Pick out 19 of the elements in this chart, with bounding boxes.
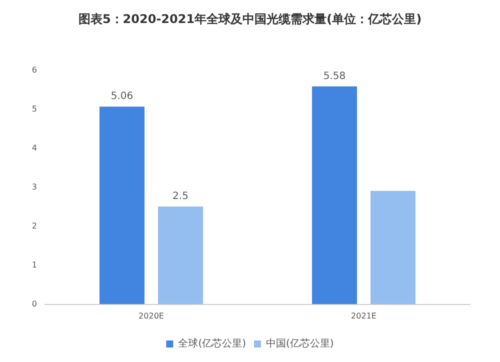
x-tick-label: 2021E: [351, 312, 376, 320]
x-tick-label: 2020E: [138, 312, 164, 320]
data-label: 5.58: [323, 70, 346, 82]
bar: [312, 86, 357, 304]
y-tick-label: 3: [32, 182, 37, 192]
y-tick-label: 1: [32, 260, 37, 270]
y-tick-label: 0: [32, 300, 37, 308]
bar: [158, 206, 203, 304]
y-tick-label: 5: [32, 104, 37, 114]
legend-label: 全球(亿芯公里): [178, 338, 246, 350]
y-tick-label: 6: [32, 66, 37, 74]
data-label: 2.5: [172, 191, 188, 202]
data-label: 5.06: [110, 91, 134, 102]
legend-label: 中国(亿芯公里): [266, 338, 334, 350]
chart-title: 图表5：2020-2021年全球及中国光缆需求量(单位：亿芯公里): [78, 12, 422, 26]
y-tick-label: 2: [32, 222, 37, 230]
bar: [370, 190, 416, 304]
y-tick-label: 4: [32, 144, 37, 152]
bar: [100, 106, 144, 304]
